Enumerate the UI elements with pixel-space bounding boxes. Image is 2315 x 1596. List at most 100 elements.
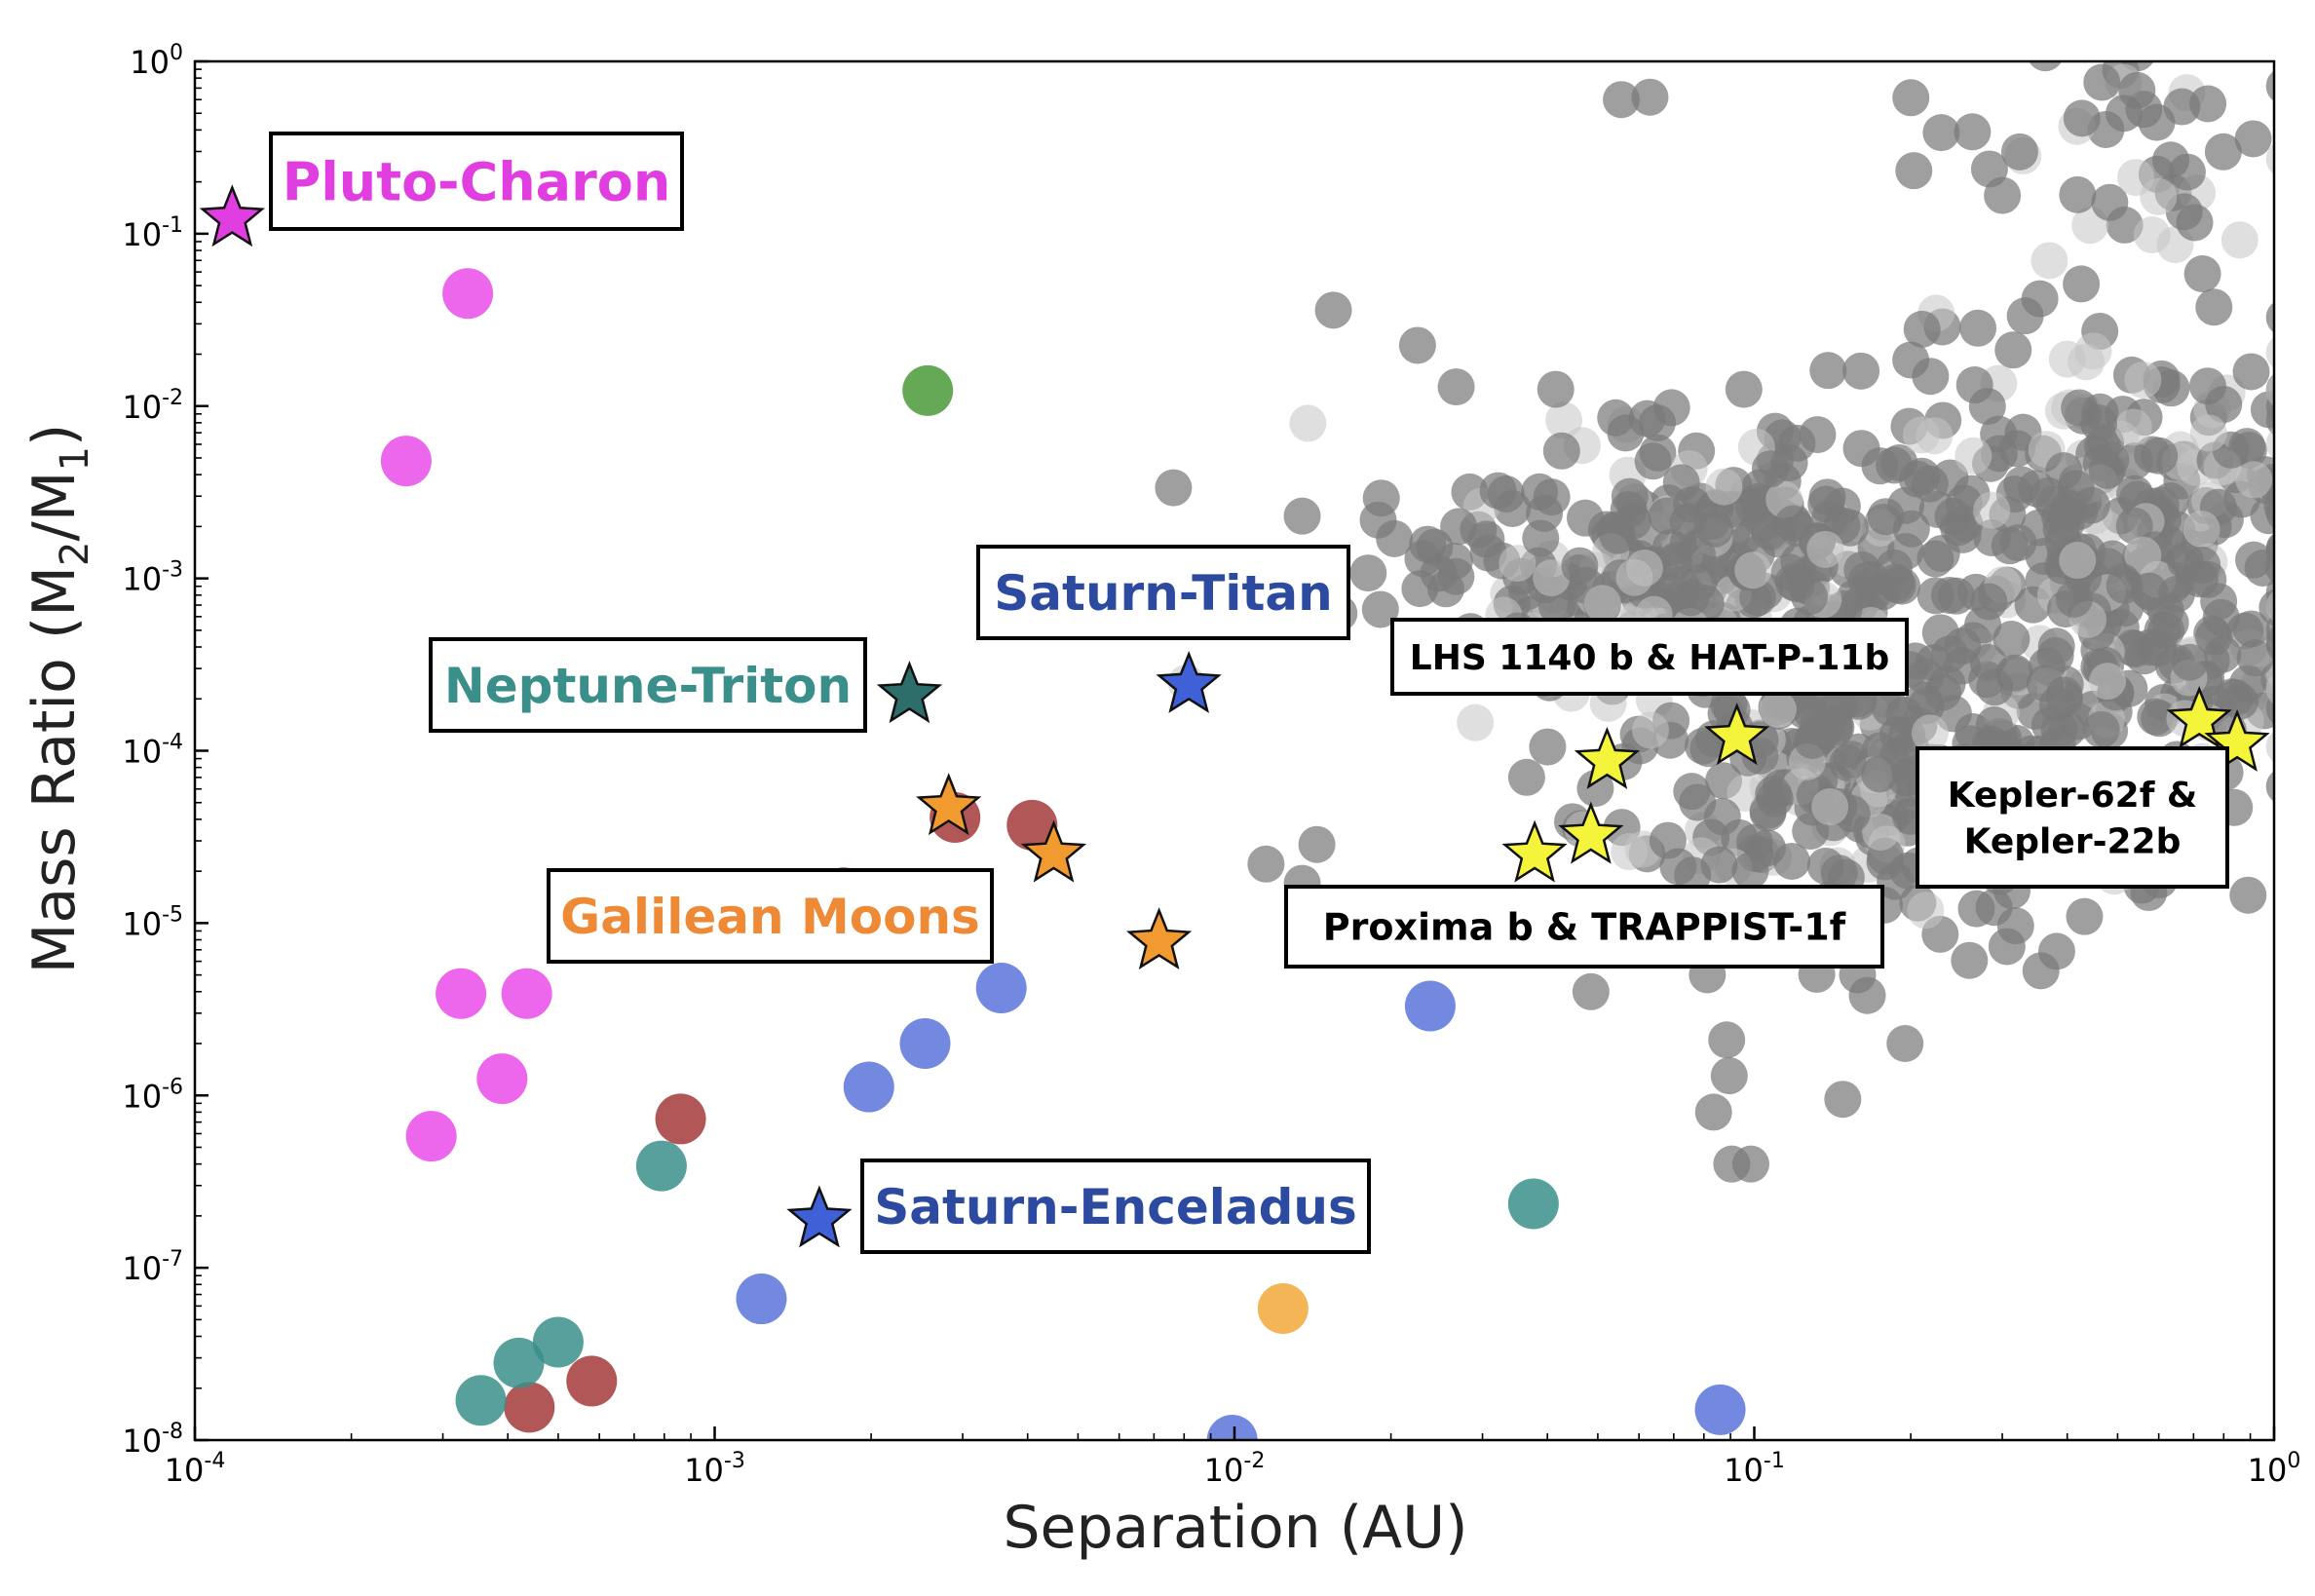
annotation-galilean-moons: Galilean Moons: [547, 868, 994, 964]
exoplanet-point: [2089, 663, 2127, 701]
moon-point: [442, 268, 494, 320]
exoplanet-point: [1725, 370, 1763, 408]
exoplanet-point: [2265, 731, 2274, 763]
star-marker: [2166, 686, 2232, 748]
moon-point: [566, 1355, 618, 1407]
exoplanet-point: [1597, 399, 1635, 437]
exoplanet-point: [2244, 549, 2274, 587]
exoplanet-point: [1440, 508, 1478, 546]
exoplanet-point: [1361, 590, 1399, 628]
exoplanet-point: [1970, 583, 2008, 621]
exoplanet-point: [1751, 450, 1789, 488]
exoplanet-point: [1507, 758, 1545, 796]
exoplanet-point: [2082, 710, 2120, 748]
exoplanet-point: [2091, 183, 2129, 221]
exoplanet-point: [1957, 890, 1995, 928]
exoplanet-point: [1638, 404, 1676, 442]
exoplanet-point: [2265, 590, 2274, 622]
exoplanet-point: [1938, 577, 1976, 615]
exoplanet-point: [2265, 302, 2274, 333]
exoplanet-point: [1831, 509, 1869, 547]
exoplanet-point: [1848, 976, 1886, 1014]
exoplanet-point: [1799, 416, 1837, 454]
exoplanet-point: [1710, 1057, 1748, 1095]
moon-point: [655, 1093, 706, 1145]
exoplanet-point: [2232, 610, 2270, 648]
exoplanet-point: [2232, 353, 2270, 391]
x-tick-label: 10-1: [1724, 1449, 1785, 1489]
moon-point: [504, 1382, 555, 1433]
star-marker: [1156, 650, 1222, 713]
exoplanet-point: [1533, 478, 1571, 516]
exoplanet-point: [2229, 876, 2267, 914]
y-tick-label: 10-8: [122, 1420, 183, 1460]
exoplanet-point: [2045, 676, 2083, 714]
exoplanet-point: [2115, 507, 2153, 545]
exoplanet-point: [1995, 654, 2033, 692]
exoplanet-point: [1842, 430, 1880, 468]
exoplanet-point: [1649, 821, 1687, 859]
y-axis-title: Mass Ratio (M2/M1): [20, 424, 97, 974]
exoplanet-point: [1298, 825, 1336, 863]
exoplanet-point: [2144, 612, 2182, 650]
moon-point: [532, 1316, 584, 1368]
exoplanet-point: [1625, 549, 1663, 587]
exoplanet-point: [2265, 375, 2274, 406]
exoplanet-point: [2055, 580, 2093, 618]
x-tick-label: 10-4: [165, 1449, 226, 1489]
exoplanet-point: [2258, 589, 2274, 627]
exoplanet-point: [1862, 814, 1900, 852]
annotation-saturn-titan: Saturn-Titan: [976, 545, 1350, 640]
moon-point: [635, 1140, 687, 1192]
exoplanet-point: [1954, 113, 1992, 151]
exoplanet-point: [2066, 897, 2104, 935]
highlighted-systems: [199, 184, 2270, 1248]
exoplanet-point: [1705, 468, 1743, 506]
exoplanet-point: [1376, 519, 1414, 557]
exoplanet-point: [1409, 525, 1447, 563]
exoplanet-point: [1603, 81, 1641, 119]
annotation-label: LHS 1140 b & HAT-P-11b: [1410, 638, 1889, 678]
exoplanet-point: [1662, 464, 1700, 502]
exoplanet-point: [2189, 85, 2227, 123]
exoplanet-point: [1634, 442, 1672, 480]
exoplanet-point: [1892, 79, 1930, 117]
exoplanet-point: [2000, 133, 2038, 171]
x-tick-label: 10-3: [684, 1449, 745, 1489]
exoplanet-point: [1561, 547, 1599, 585]
moon-point: [436, 968, 487, 1019]
exoplanet-point: [1499, 545, 1537, 583]
axis-ticks: 10-4 10-3 10-2 10-1 10010010-110-210-310-410…: [122, 41, 2300, 1489]
exoplanet-point: [1809, 352, 1847, 390]
exoplanet-point: [1944, 515, 1982, 553]
exoplanet-point: [1314, 291, 1352, 329]
star-marker: [916, 773, 982, 836]
star-marker: [786, 1185, 853, 1248]
moon-point: [975, 963, 1027, 1014]
exoplanet-point: [2088, 451, 2126, 489]
y-axis-title-close: ): [20, 424, 89, 446]
exoplanet-point: [2068, 343, 2106, 381]
exoplanet-point: [1808, 478, 1846, 516]
exoplanet-point: [2130, 572, 2168, 610]
exoplanet-point: [1867, 498, 1905, 536]
exoplanet-point: [2189, 414, 2227, 452]
exoplanet-point: [2030, 242, 2068, 280]
exoplanet-point: [2042, 510, 2080, 548]
annotation-saturn-enceladus: Saturn-Enceladus: [860, 1159, 1371, 1254]
annotations: Pluto-Charon Neptune-Triton Saturn-Titan Ga…: [269, 132, 2229, 1254]
y-tick-label: 10-2: [122, 386, 183, 426]
exoplanet-point: [1708, 1021, 1746, 1059]
y-tick-label: 10-3: [122, 558, 183, 598]
exoplanet-point: [2059, 542, 2097, 580]
exoplanet-point: [1794, 721, 1832, 759]
exoplanet-point: [2265, 143, 2274, 174]
exoplanet-point: [2157, 575, 2195, 613]
exoplanet-point: [2217, 679, 2255, 717]
exoplanet-point: [1283, 497, 1321, 535]
exoplanet-point: [1731, 852, 1769, 890]
exoplanet-point: [2205, 385, 2243, 423]
annotation-pluto-charon: Pluto-Charon: [269, 132, 684, 231]
exoplanet-point: [1970, 150, 2008, 188]
exoplanet-point: [1871, 689, 1909, 727]
